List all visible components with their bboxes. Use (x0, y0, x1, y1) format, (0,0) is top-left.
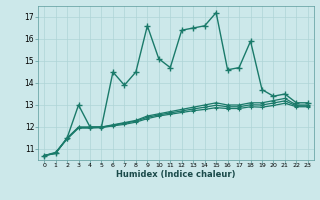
X-axis label: Humidex (Indice chaleur): Humidex (Indice chaleur) (116, 170, 236, 179)
